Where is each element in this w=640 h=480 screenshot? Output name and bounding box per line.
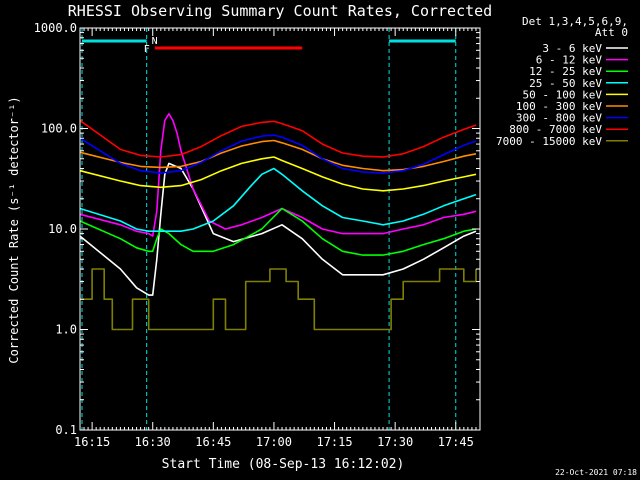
legend-label-2: 12 - 25 keV [529, 65, 602, 78]
legend-label-6: 300 - 800 keV [516, 112, 602, 125]
x-axis-label: Start Time (08-Sep-13 16:12:02) [162, 457, 405, 472]
legend-label-8: 7000 - 15000 keV [496, 135, 602, 148]
y-tick-label-4: 0.1 [55, 423, 77, 437]
night-label: N [152, 36, 158, 47]
series-line-3 [79, 167, 477, 232]
series-line-0 [79, 162, 477, 296]
x-tick-label-6: 17:45 [438, 435, 474, 449]
legend-label-7: 800 - 7000 keV [509, 123, 602, 136]
legend-label-5: 100 - 300 keV [516, 100, 602, 113]
x-tick-label-2: 16:45 [195, 435, 231, 449]
chart-title: RHESSI Observing Summary Count Rates, Co… [68, 2, 492, 20]
series-line-5 [79, 139, 477, 172]
x-tick-label-4: 17:15 [316, 435, 352, 449]
series-line-8 [80, 268, 477, 331]
series-line-2 [79, 207, 477, 256]
y-tick-label-2: 10.0 [48, 222, 77, 236]
legend-label-3: 25 - 50 keV [529, 77, 602, 90]
flare-label: F [144, 44, 150, 55]
x-tick-label-1: 16:30 [135, 435, 171, 449]
legend-header-line-1: Det 1,3,4,5,6,9, [522, 15, 628, 28]
series-line-6 [79, 134, 477, 174]
y-tick-label-3: 1.0 [55, 323, 77, 337]
legend-label-0: 3 - 6 keV [542, 42, 602, 55]
y-tick-label-0: 1000.0 [34, 21, 77, 35]
y-axis-label: Corrected Count Rate (s⁻¹ detector⁻¹) [7, 96, 21, 363]
series-line-4 [79, 156, 477, 192]
y-tick-label-1: 100.0 [41, 122, 77, 136]
x-tick-label-3: 17:00 [256, 435, 292, 449]
series-line-7 [79, 119, 477, 158]
legend-header-line-2: Att 0 [595, 26, 628, 39]
x-tick-label-5: 17:30 [377, 435, 413, 449]
legend-label-1: 6 - 12 keV [536, 54, 603, 67]
legend-label-4: 50 - 100 keV [523, 88, 603, 101]
series-line-1 [79, 113, 477, 237]
timestamp: 22-Oct-2021 07:18 [555, 468, 637, 477]
x-tick-label-0: 16:15 [74, 435, 110, 449]
